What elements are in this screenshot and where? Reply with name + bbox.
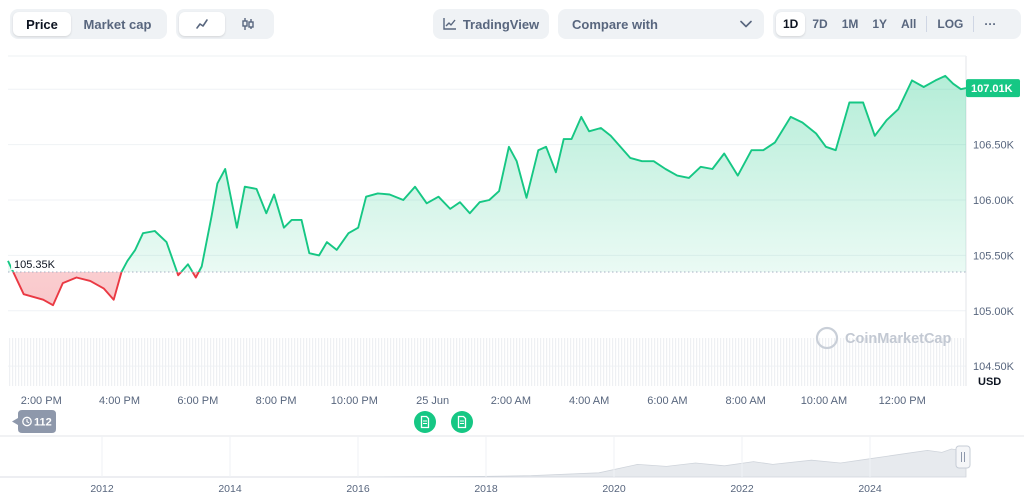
- navigator-year-labels: 2012 2014 2016 2018 2020 2022 2024: [90, 483, 882, 495]
- volume-bars: [8, 338, 966, 386]
- chart-type-toggle: [176, 9, 274, 39]
- x-tick-label: 12:00 PM: [879, 395, 926, 407]
- market-cap-tab[interactable]: Market cap: [83, 16, 152, 32]
- time-range-toggle: 1D 7D 1M 1Y All LOG ···: [773, 9, 1021, 39]
- tradingview-label: TradingView: [462, 16, 540, 32]
- x-axis-labels: 2:00 PM 4:00 PM 6:00 PM 8:00 PM 10:00 PM 25 J…: [21, 395, 926, 407]
- coinmarketcap-watermark: CoinMarketCap: [815, 326, 951, 350]
- news-marker[interactable]: [451, 411, 473, 433]
- line-chart-icon: [196, 19, 208, 29]
- currency-label: USD: [978, 376, 1001, 388]
- x-tick-label: 25 Jun: [416, 395, 449, 407]
- navigator-handle[interactable]: [955, 445, 971, 469]
- y-tick-label: 106.00K: [973, 195, 1015, 207]
- current-price-value: 107.01K: [971, 83, 1013, 95]
- events-count: 112: [34, 417, 52, 429]
- history-icon: [22, 416, 32, 427]
- baseline-value: 105.35K: [14, 259, 56, 271]
- range-7d[interactable]: 7D: [812, 17, 828, 31]
- price-area-above-baseline: [8, 75, 966, 273]
- price-line-above-baseline: [7, 74, 967, 273]
- chevron-down-icon: [740, 20, 752, 28]
- x-tick-label: 6:00 PM: [177, 395, 218, 407]
- price-tab[interactable]: Price: [13, 12, 71, 36]
- more-options-button[interactable]: ···: [984, 17, 997, 31]
- x-tick-label: 8:00 PM: [256, 395, 297, 407]
- navigator-history-area: [0, 448, 967, 478]
- price-chart-svg: CoinMarketCap 105.35K 106.50K 106.00K 105.…: [0, 55, 1024, 495]
- y-tick-label: 105.00K: [973, 306, 1015, 318]
- current-price-label: 107.01K: [966, 79, 1020, 98]
- tradingview-button[interactable]: TradingView: [433, 9, 549, 39]
- x-tick-label: 10:00 AM: [801, 395, 847, 407]
- x-tick-label: 4:00 PM: [99, 395, 140, 407]
- candlestick-button[interactable]: [225, 12, 271, 36]
- price-line-below-baseline: [12, 272, 200, 307]
- log-scale-button[interactable]: LOG: [937, 17, 964, 31]
- chart-toolbar: Price Market cap TradingView Compare wit…: [0, 0, 1024, 48]
- candlestick-icon: [242, 18, 254, 30]
- navigator-year-label: 2024: [858, 483, 882, 495]
- y-axis-labels: 106.50K 106.00K 105.50K 105.00K 104.50K: [973, 140, 1015, 374]
- range-1y[interactable]: 1Y: [872, 17, 888, 31]
- watermark-text: CoinMarketCap: [845, 331, 951, 347]
- x-tick-label: 4:00 AM: [569, 395, 609, 407]
- compare-label: Compare with: [572, 16, 658, 32]
- price-chart: CoinMarketCap 105.35K 106.50K 106.00K 105.…: [0, 50, 1024, 499]
- price-marketcap-toggle: Price Market cap: [10, 9, 167, 39]
- document-icon: [420, 415, 430, 429]
- events-count-badge[interactable]: 112: [12, 410, 56, 433]
- document-icon: [457, 415, 467, 429]
- line-chart-button[interactable]: [179, 12, 225, 36]
- compare-with-dropdown[interactable]: Compare with: [558, 9, 764, 39]
- news-marker[interactable]: [414, 411, 436, 433]
- coinmarketcap-logo-icon: [815, 326, 839, 350]
- navigator-year-label: 2016: [346, 483, 370, 495]
- x-tick-label: 10:00 PM: [331, 395, 378, 407]
- navigator-year-label: 2018: [474, 483, 498, 495]
- x-tick-label: 2:00 AM: [491, 395, 531, 407]
- navigator-year-label: 2012: [90, 483, 114, 495]
- range-1m[interactable]: 1M: [841, 17, 859, 31]
- navigator-year-label: 2022: [730, 483, 754, 495]
- y-tick-label: 104.50K: [973, 361, 1015, 373]
- range-1d[interactable]: 1D: [776, 12, 806, 36]
- range-all[interactable]: All: [901, 17, 917, 31]
- x-tick-label: 2:00 PM: [21, 395, 62, 407]
- price-area-below-baseline: [13, 272, 199, 306]
- navigator-year-label: 2014: [218, 483, 242, 495]
- baseline-price-label: 105.35K: [11, 258, 61, 271]
- x-tick-label: 6:00 AM: [647, 395, 687, 407]
- news-markers: [414, 411, 473, 433]
- y-tick-label: 106.50K: [973, 140, 1015, 152]
- y-tick-label: 105.50K: [973, 250, 1015, 262]
- x-tick-label: 8:00 AM: [725, 395, 765, 407]
- tradingview-chart-icon: [443, 18, 456, 30]
- clock-hand-icon: [26, 419, 30, 424]
- toolbar-divider: [973, 16, 975, 32]
- toolbar-divider: [926, 16, 928, 32]
- navigator-year-label: 2020: [602, 483, 626, 495]
- navigator-gridlines: [101, 436, 871, 477]
